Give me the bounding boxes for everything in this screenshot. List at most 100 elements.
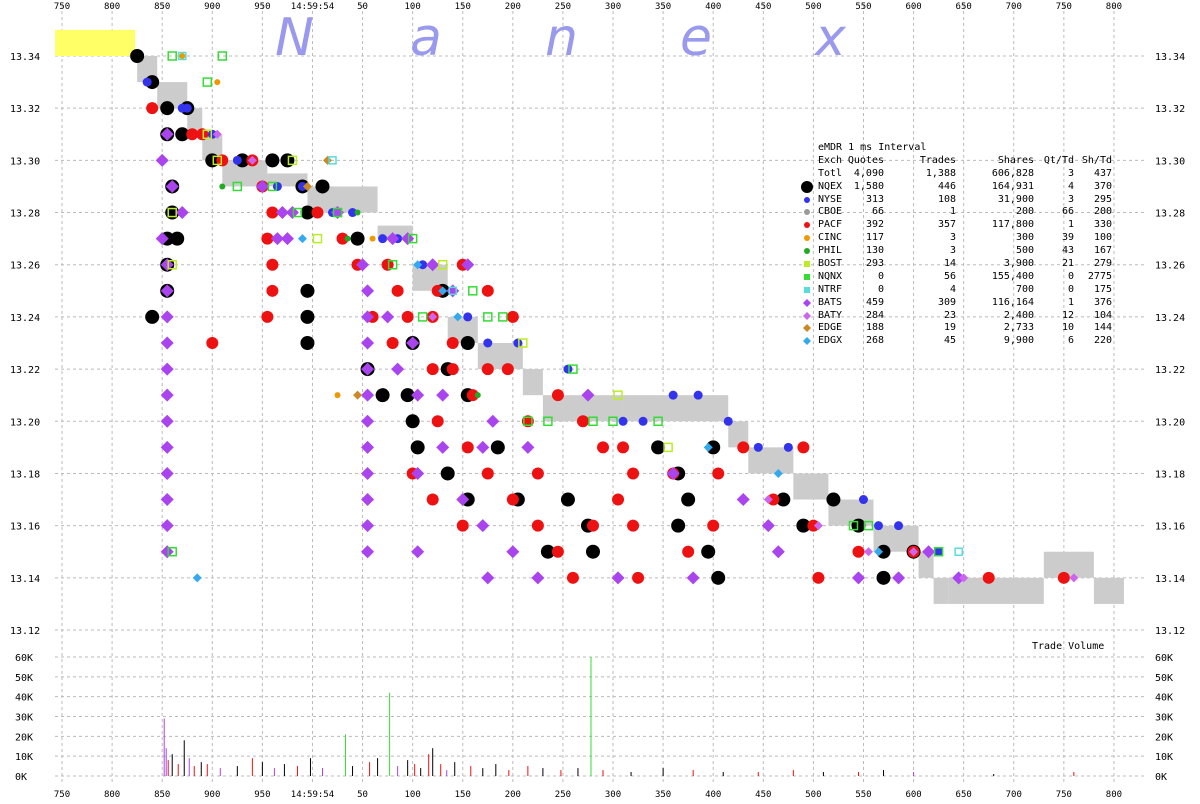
diamond-legend-icon: [803, 324, 811, 333]
nqnx-point: [267, 181, 278, 192]
pacf-point: [261, 232, 274, 245]
nyse-point: [513, 338, 523, 348]
legend-header-sh-td: Sh/Td: [1081, 154, 1112, 166]
x-tick-label-top: 800: [104, 2, 120, 12]
bats-point: [461, 258, 475, 272]
nbbo-segment: [623, 395, 729, 422]
legend-sh-td: 100: [1093, 232, 1112, 244]
bats-point: [160, 414, 174, 428]
pacf-point: [597, 441, 610, 454]
x-tick-label-top: 350: [655, 2, 671, 12]
pacf-point: [216, 154, 229, 167]
legend-exch: BOST: [818, 258, 843, 270]
x-tick-label-bottom: 450: [755, 790, 771, 800]
nqex-point: [560, 492, 575, 507]
pacf-point: [266, 258, 279, 271]
square-legend-icon: [804, 261, 810, 268]
legend-row: EDGE 188 19 2,733 10 144: [800, 322, 1120, 335]
legend-trades: 3: [949, 232, 956, 244]
y-tick-label-right: 13.20: [1155, 417, 1185, 428]
bats-point: [581, 388, 595, 402]
y-tick-label-left: 13.30: [10, 156, 40, 167]
pacf-point: [506, 493, 519, 506]
nyse-point: [483, 338, 493, 348]
nqnx-point: [483, 312, 493, 322]
legend-sh-td: 437: [1093, 167, 1112, 179]
pacf-point: [576, 415, 589, 428]
x-tick-label-bottom: 150: [455, 790, 471, 800]
x-tick-label-top: 150: [455, 2, 471, 12]
x-tick-label-top: 500: [805, 2, 821, 12]
nyse-point: [463, 312, 473, 322]
nqnx-point: [653, 416, 663, 427]
nqex-point: [876, 570, 891, 585]
pacf-point: [506, 310, 519, 323]
nqex-point: [540, 544, 555, 559]
nqex-point: [130, 49, 145, 63]
legend-shares: 31,900: [997, 193, 1034, 205]
nyse-point: [297, 181, 307, 191]
bats-point: [255, 179, 269, 193]
nqnx-point: [468, 286, 478, 296]
ntrf-point: [448, 286, 457, 296]
bats-point: [436, 388, 450, 402]
nqnx-point: [167, 546, 177, 557]
nqex-point: [440, 466, 455, 481]
legend-exch: Totl: [818, 167, 843, 179]
legend-qt-td: 3: [1067, 167, 1074, 179]
volume-tick-label-right: 20K: [1155, 732, 1173, 743]
nyse-point: [638, 416, 648, 426]
y-tick-label-left: 13.18: [10, 469, 40, 480]
nyse-point: [858, 495, 868, 505]
x-tick-label-top: 300: [605, 2, 621, 12]
legend-row: EDGX 268 45 9,900 6 220: [800, 335, 1120, 348]
y-tick-label-right: 13.28: [1155, 209, 1185, 220]
x-tick-label-top: 950: [254, 2, 270, 12]
x-tick-label-bottom: 750: [54, 790, 70, 800]
nbbo-segment: [728, 421, 749, 448]
y-tick-label-left: 13.26: [10, 261, 40, 272]
cinc-point: [369, 235, 376, 242]
y-tick-label-left: 13.20: [10, 417, 40, 428]
bats-point: [476, 440, 490, 454]
bats-point: [160, 388, 174, 402]
nqex-point: [876, 544, 891, 559]
legend-shares: 116,164: [991, 296, 1034, 308]
legend-sh-td: 295: [1093, 193, 1112, 205]
nqnx-point: [217, 51, 228, 61]
baty-point: [863, 547, 873, 557]
edgx-point: [192, 573, 202, 583]
nqnx-point: [588, 416, 598, 427]
bats-point: [361, 336, 375, 350]
phil-point: [354, 209, 361, 216]
bats-point: [361, 519, 375, 533]
x-tick-label-bottom: 14:59:54: [291, 790, 334, 800]
legend-quotes: 0: [877, 270, 884, 282]
nqex-point: [375, 388, 390, 403]
volume-tick-label-right: 60K: [1155, 653, 1173, 664]
legend-qt-td: 1: [1067, 296, 1074, 308]
baty-point: [763, 495, 773, 505]
edgx-point: [413, 260, 423, 270]
y-tick-label-right: 13.22: [1155, 365, 1185, 376]
nqex-point: [400, 388, 415, 403]
pacf-point: [807, 519, 820, 532]
bats-point: [381, 310, 395, 324]
legend-qt-td: 1: [1067, 219, 1074, 231]
x-tick-label-bottom: 750: [1056, 790, 1072, 800]
pacf-point: [1057, 571, 1070, 584]
baty-point: [247, 155, 257, 165]
bats-point: [426, 258, 440, 272]
bost-point: [613, 390, 623, 400]
nqex-point: [681, 492, 696, 507]
bats-point: [666, 466, 680, 480]
bost-point: [167, 207, 177, 218]
nqex-point: [776, 492, 791, 507]
y-tick-label-right: 13.34: [1155, 52, 1185, 63]
nqnx-point: [387, 259, 398, 270]
nyse-point: [618, 416, 628, 426]
legend-quotes: 4,090: [853, 167, 884, 179]
edge-point: [302, 181, 312, 191]
legend-header-shares: Shares: [997, 154, 1034, 166]
x-tick-label-bottom: 350: [655, 790, 671, 800]
